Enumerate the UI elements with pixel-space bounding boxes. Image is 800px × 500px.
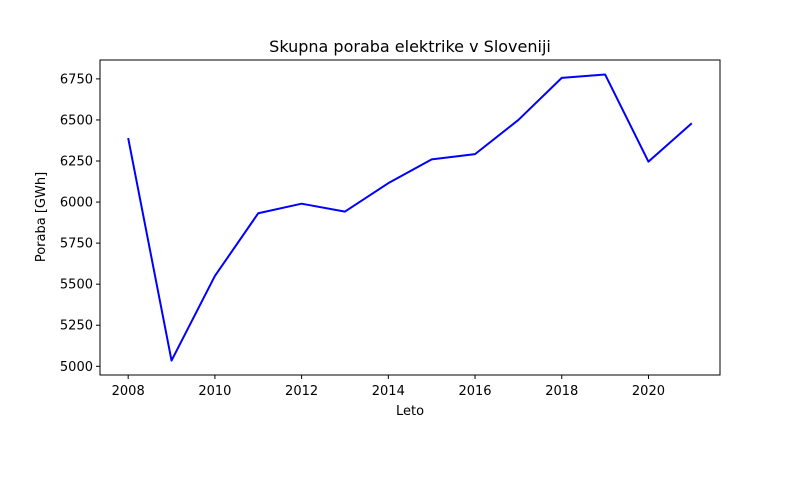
y-axis-ticks: 5000 5250 5500 5750 6000 6250 6500 6750 <box>60 72 100 375</box>
x-tick-label: 2014 <box>372 384 405 399</box>
x-tick-label: 2020 <box>632 384 665 399</box>
y-tick-label: 5250 <box>60 319 93 334</box>
y-axis-label: Poraba [GWh] <box>34 172 49 262</box>
x-tick-label: 2008 <box>112 384 145 399</box>
chart-title: Skupna poraba elektrike v Sloveniji <box>269 37 551 56</box>
x-tick-label: 2010 <box>198 384 231 399</box>
series-line <box>127 73 693 362</box>
y-tick-label: 6000 <box>60 196 93 211</box>
x-tick-label: 2016 <box>458 384 491 399</box>
x-axis-ticks: 2008 2010 2012 2014 2016 2018 2020 <box>112 375 665 399</box>
x-tick-label: 2012 <box>285 384 318 399</box>
plot-area <box>127 73 693 362</box>
y-tick-label: 6250 <box>60 155 93 170</box>
y-tick-label: 5750 <box>60 237 93 252</box>
x-axis-label: Leto <box>396 404 424 419</box>
y-tick-label: 6500 <box>60 113 93 128</box>
y-tick-label: 6750 <box>60 72 93 87</box>
x-tick-label: 2018 <box>545 384 578 399</box>
y-tick-label: 5500 <box>60 278 93 293</box>
axes-frame <box>99 59 721 376</box>
y-tick-label: 5000 <box>60 360 93 375</box>
